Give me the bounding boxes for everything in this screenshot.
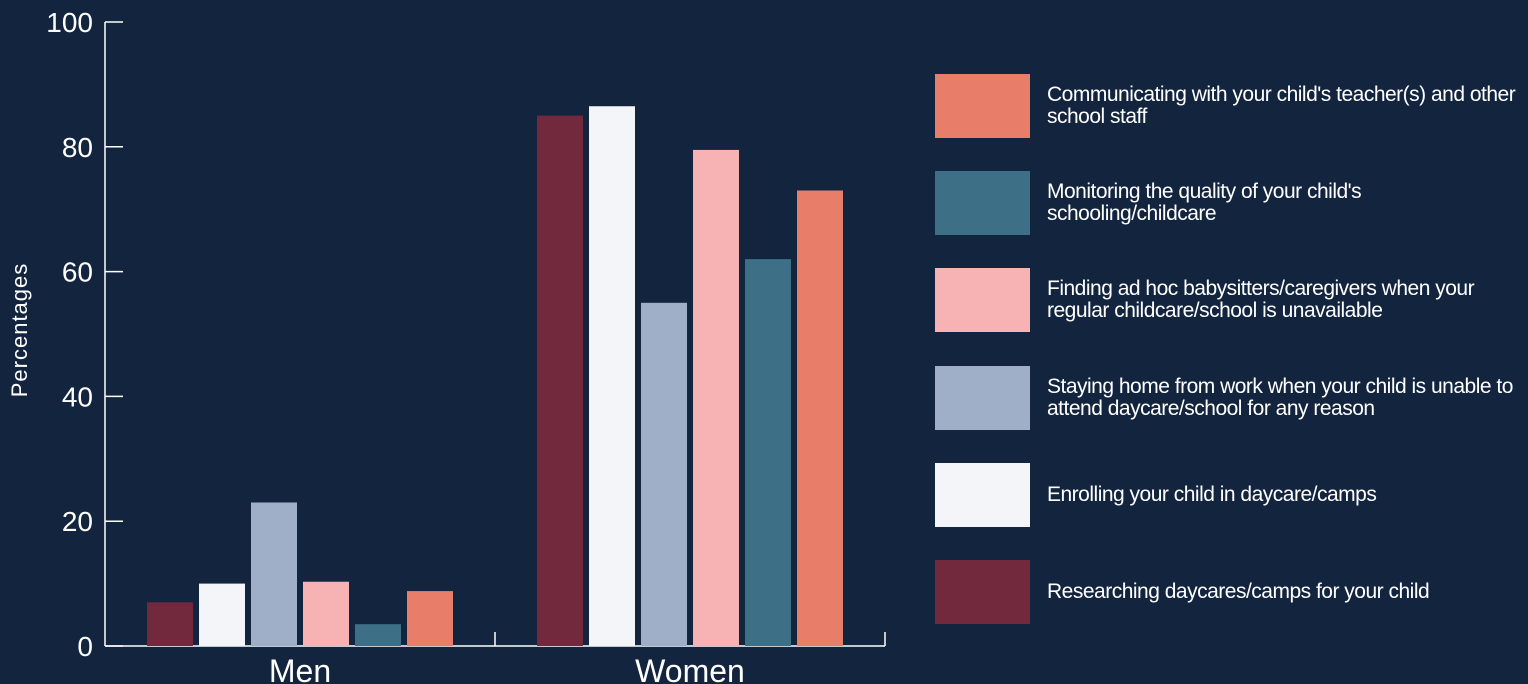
- bar: [251, 502, 297, 646]
- legend-swatch: [935, 171, 1030, 236]
- bar: [355, 624, 401, 646]
- y-tick-label: 80: [62, 132, 93, 163]
- bar: [641, 302, 687, 646]
- bar: [303, 581, 349, 646]
- legend-label: Monitoring the quality of your child's s…: [1047, 180, 1362, 226]
- bar: [693, 149, 739, 647]
- legend-swatch: [935, 560, 1030, 624]
- bar: [589, 106, 635, 647]
- legend-item: Researching daycares/camps for your chil…: [935, 560, 1525, 624]
- y-axis-title: Percentages: [7, 263, 32, 398]
- legend-item: Monitoring the quality of your child's s…: [935, 171, 1525, 236]
- legend-item: Communicating with your child's teacher(…: [935, 74, 1525, 138]
- x-category-label: Men: [269, 653, 331, 684]
- bar: [407, 591, 453, 646]
- legend-item: Finding ad hoc babysitters/caregivers wh…: [935, 268, 1525, 333]
- legend-swatch: [935, 462, 1030, 527]
- legend-label: Communicating with your child's teacher(…: [1047, 83, 1516, 128]
- y-tick-label: 100: [46, 7, 93, 38]
- bar: [147, 602, 193, 646]
- y-tick-label: 60: [62, 257, 93, 288]
- legend-swatch: [935, 268, 1030, 333]
- legend-item: Enrolling your child in daycare/camps: [935, 462, 1525, 527]
- legend-label: Enrolling your child in daycare/camps: [1047, 482, 1377, 506]
- legend-label: Staying home from work when your child i…: [1047, 374, 1513, 420]
- bar: [797, 190, 843, 647]
- bar: [537, 115, 583, 647]
- bars: [147, 106, 843, 647]
- bar: [745, 259, 791, 646]
- y-tick-label: 40: [62, 381, 93, 412]
- legend-label: Finding ad hoc babysitters/caregivers wh…: [1047, 277, 1475, 323]
- legend-swatch: [935, 74, 1030, 138]
- bar: [199, 583, 245, 646]
- bar-chart-plot: 0 20 40 60 80 100 Men Women Percentages: [7, 7, 886, 684]
- x-category-label: Women: [635, 653, 745, 684]
- legend-label: Researching daycares/camps for your chil…: [1047, 580, 1430, 603]
- y-tick-label: 0: [77, 631, 93, 662]
- legend-swatch: [935, 365, 1030, 430]
- y-tick-label: 20: [62, 506, 93, 537]
- legend-item: Staying home from work when your child i…: [935, 365, 1525, 430]
- axes: 0 20 40 60 80 100 Men Women: [46, 7, 886, 684]
